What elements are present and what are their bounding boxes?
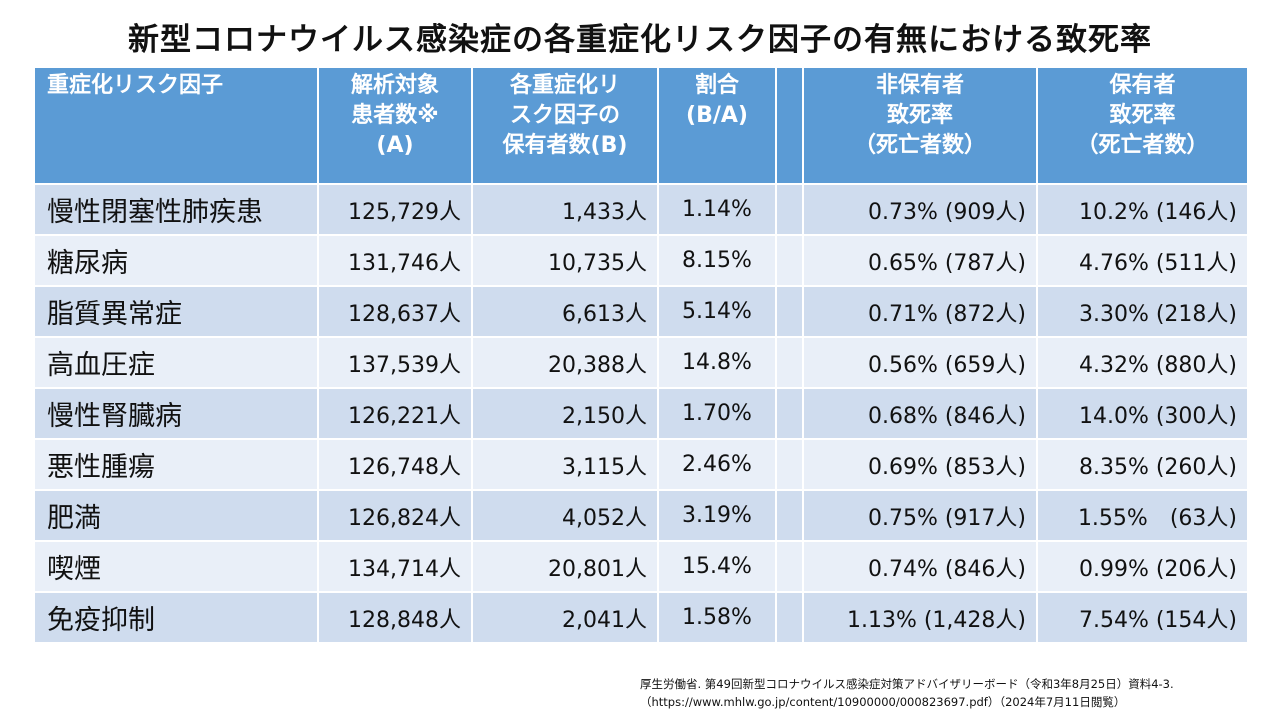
- table-header-row: 重症化リスク因子 解析対象 患者数※ (A) 各重症化リ スク因子の 保有者数(…: [35, 68, 1247, 183]
- holder-fatality-cell: 8.35% (260人): [1038, 440, 1247, 489]
- holders-cell: 2,041人: [473, 593, 657, 642]
- header-ratio: 割合 (B/A): [659, 68, 775, 183]
- risk-factor-cell: 慢性腎臓病: [35, 389, 317, 438]
- non-holder-fatality-cell: 0.65% (787人): [804, 236, 1036, 285]
- spacer-cell: [777, 440, 802, 489]
- page-title: 新型コロナウイルス感染症の各重症化リスク因子の有無における致死率: [128, 22, 1152, 58]
- holders-cell: 10,735人: [473, 236, 657, 285]
- header-non-holder-fatality: 非保有者 致死率 （死亡者数）: [804, 68, 1036, 183]
- holder-fatality-cell: 1.55% (63人): [1038, 491, 1247, 540]
- analyzed-cell: 125,729人: [319, 185, 471, 234]
- holder-fatality-cell: 4.32% (880人): [1038, 338, 1247, 387]
- holders-cell: 3,115人: [473, 440, 657, 489]
- spacer-cell: [777, 542, 802, 591]
- risk-factor-cell: 喫煙: [35, 542, 317, 591]
- source-line-1: 厚生労働省. 第49回新型コロナウイルス感染症対策アドバイザリーボード（令和3年…: [640, 677, 1174, 691]
- ratio-cell: 1.70%: [659, 389, 775, 438]
- holder-fatality-cell: 3.30% (218人): [1038, 287, 1247, 336]
- non-holder-fatality-cell: 1.13% (1,428人): [804, 593, 1036, 642]
- spacer-cell: [777, 287, 802, 336]
- analyzed-cell: 128,848人: [319, 593, 471, 642]
- table-row: 高血圧症 137,539人 20,388人 14.8% 0.56% (659人)…: [35, 338, 1247, 387]
- header-holder-fatality: 保有者 致死率 （死亡者数）: [1038, 68, 1247, 183]
- table-row: 慢性閉塞性肺疾患 125,729人 1,433人 1.14% 0.73% (90…: [35, 185, 1247, 234]
- ratio-cell: 14.8%: [659, 338, 775, 387]
- holders-cell: 20,801人: [473, 542, 657, 591]
- risk-factor-table: 重症化リスク因子 解析対象 患者数※ (A) 各重症化リ スク因子の 保有者数(…: [33, 66, 1249, 644]
- non-holder-fatality-cell: 0.74% (846人): [804, 542, 1036, 591]
- table-row: 慢性腎臓病 126,221人 2,150人 1.70% 0.68% (846人)…: [35, 389, 1247, 438]
- holder-fatality-cell: 14.0% (300人): [1038, 389, 1247, 438]
- header-analyzed-patients: 解析対象 患者数※ (A): [319, 68, 471, 183]
- spacer-cell: [777, 236, 802, 285]
- spacer-cell: [777, 593, 802, 642]
- holders-cell: 2,150人: [473, 389, 657, 438]
- ratio-cell: 3.19%: [659, 491, 775, 540]
- spacer-cell: [777, 338, 802, 387]
- spacer-cell: [777, 491, 802, 540]
- analyzed-cell: 126,221人: [319, 389, 471, 438]
- holders-cell: 4,052人: [473, 491, 657, 540]
- risk-factor-cell: 脂質異常症: [35, 287, 317, 336]
- source-citation: 厚生労働省. 第49回新型コロナウイルス感染症対策アドバイザリーボード（令和3年…: [640, 675, 1174, 711]
- ratio-cell: 2.46%: [659, 440, 775, 489]
- holder-fatality-cell: 4.76% (511人): [1038, 236, 1247, 285]
- analyzed-cell: 126,824人: [319, 491, 471, 540]
- ratio-cell: 15.4%: [659, 542, 775, 591]
- header-risk-holders: 各重症化リ スク因子の 保有者数(B): [473, 68, 657, 183]
- table-row: 悪性腫瘍 126,748人 3,115人 2.46% 0.69% (853人) …: [35, 440, 1247, 489]
- table-row: 糖尿病 131,746人 10,735人 8.15% 0.65% (787人) …: [35, 236, 1247, 285]
- ratio-cell: 8.15%: [659, 236, 775, 285]
- non-holder-fatality-cell: 0.69% (853人): [804, 440, 1036, 489]
- table-row: 免疫抑制 128,848人 2,041人 1.58% 1.13% (1,428人…: [35, 593, 1247, 642]
- risk-factor-cell: 免疫抑制: [35, 593, 317, 642]
- holders-cell: 20,388人: [473, 338, 657, 387]
- analyzed-cell: 134,714人: [319, 542, 471, 591]
- non-holder-fatality-cell: 0.68% (846人): [804, 389, 1036, 438]
- holder-fatality-cell: 10.2% (146人): [1038, 185, 1247, 234]
- analyzed-cell: 137,539人: [319, 338, 471, 387]
- header-risk-factor: 重症化リスク因子: [35, 68, 317, 183]
- table-row: 肥満 126,824人 4,052人 3.19% 0.75% (917人) 1.…: [35, 491, 1247, 540]
- risk-factor-cell: 糖尿病: [35, 236, 317, 285]
- spacer-cell: [777, 185, 802, 234]
- non-holder-fatality-cell: 0.56% (659人): [804, 338, 1036, 387]
- holders-cell: 6,613人: [473, 287, 657, 336]
- risk-factor-cell: 高血圧症: [35, 338, 317, 387]
- holders-cell: 1,433人: [473, 185, 657, 234]
- ratio-cell: 1.14%: [659, 185, 775, 234]
- source-line-2: （https://www.mhlw.go.jp/content/10900000…: [640, 695, 1126, 709]
- ratio-cell: 1.58%: [659, 593, 775, 642]
- analyzed-cell: 128,637人: [319, 287, 471, 336]
- risk-factor-cell: 慢性閉塞性肺疾患: [35, 185, 317, 234]
- table-row: 脂質異常症 128,637人 6,613人 5.14% 0.71% (872人)…: [35, 287, 1247, 336]
- risk-factor-cell: 悪性腫瘍: [35, 440, 317, 489]
- ratio-cell: 5.14%: [659, 287, 775, 336]
- spacer-cell: [777, 389, 802, 438]
- holder-fatality-cell: 7.54% (154人): [1038, 593, 1247, 642]
- analyzed-cell: 126,748人: [319, 440, 471, 489]
- holder-fatality-cell: 0.99% (206人): [1038, 542, 1247, 591]
- non-holder-fatality-cell: 0.75% (917人): [804, 491, 1036, 540]
- non-holder-fatality-cell: 0.71% (872人): [804, 287, 1036, 336]
- header-spacer: [777, 68, 802, 183]
- table-row: 喫煙 134,714人 20,801人 15.4% 0.74% (846人) 0…: [35, 542, 1247, 591]
- analyzed-cell: 131,746人: [319, 236, 471, 285]
- risk-factor-cell: 肥満: [35, 491, 317, 540]
- non-holder-fatality-cell: 0.73% (909人): [804, 185, 1036, 234]
